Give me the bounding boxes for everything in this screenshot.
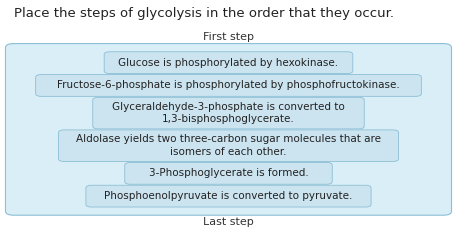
FancyBboxPatch shape — [104, 52, 353, 74]
Text: First step: First step — [203, 32, 254, 42]
FancyBboxPatch shape — [5, 44, 452, 215]
FancyBboxPatch shape — [58, 130, 399, 161]
Text: Glyceraldehyde-3-phosphate is converted to
1,3-bisphosphoglycerate.: Glyceraldehyde-3-phosphate is converted … — [112, 102, 345, 124]
Text: Last step: Last step — [203, 217, 254, 227]
Text: Place the steps of glycolysis in the order that they occur.: Place the steps of glycolysis in the ord… — [14, 7, 394, 20]
FancyBboxPatch shape — [86, 185, 371, 207]
Text: Aldolase yields two three-carbon sugar molecules that are
isomers of each other.: Aldolase yields two three-carbon sugar m… — [76, 134, 381, 157]
Text: Glucose is phosphorylated by hexokinase.: Glucose is phosphorylated by hexokinase. — [118, 58, 339, 68]
FancyBboxPatch shape — [125, 163, 332, 184]
Text: Fructose-6-phosphate is phosphorylated by phosphofructokinase.: Fructose-6-phosphate is phosphorylated b… — [57, 80, 400, 90]
Text: Phosphoenolpyruvate is converted to pyruvate.: Phosphoenolpyruvate is converted to pyru… — [104, 191, 353, 201]
Text: 3-Phosphoglycerate is formed.: 3-Phosphoglycerate is formed. — [149, 168, 308, 178]
FancyBboxPatch shape — [36, 74, 421, 96]
FancyBboxPatch shape — [93, 97, 364, 129]
